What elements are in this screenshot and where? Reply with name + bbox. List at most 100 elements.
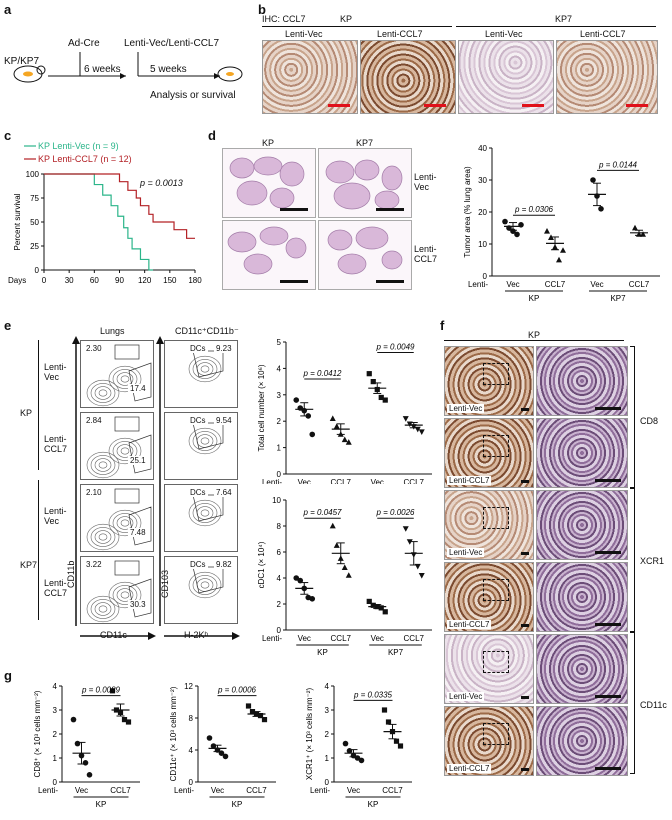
y-tick-label: 100 (26, 170, 40, 179)
y-tick-label: 20 (478, 208, 487, 217)
d-col2: KP7 (356, 138, 374, 148)
arrowhead (156, 336, 164, 344)
contour (188, 499, 222, 527)
y-tick-label: 25 (30, 242, 39, 251)
scale-bar (521, 480, 529, 483)
e-row-kp: KP (20, 408, 33, 418)
ihc-zoom-image (536, 346, 628, 416)
data-point (341, 564, 348, 570)
scale-bar (521, 408, 529, 411)
contour (108, 365, 142, 393)
zoom-region-box (483, 363, 509, 385)
contour (116, 516, 134, 530)
kp7-row-bracket (38, 480, 39, 620)
contour (200, 437, 210, 445)
y-tick-label: 2 (277, 417, 282, 426)
marker-bracket (630, 346, 635, 488)
data-point (366, 371, 372, 377)
contour (192, 503, 218, 523)
scale-bar (280, 280, 308, 283)
ihc-zoom-image (536, 490, 628, 560)
gate-percent-lower: 25.1 (128, 456, 148, 465)
contour-drawing (188, 422, 224, 455)
ihc-label: IHC: CCL7 (262, 14, 306, 24)
contour (200, 581, 210, 589)
y-tick-label: 8 (277, 522, 282, 531)
y-axis-label: cDC1 (× 10⁴) (257, 541, 266, 588)
data-point (109, 688, 116, 694)
contour-drawing (188, 350, 224, 383)
group-label: KP7 (388, 648, 404, 657)
flow-row-label: Lenti- Vec (44, 362, 67, 382)
ihc-condition-label: Lenti-CCL7 (447, 764, 492, 773)
data-point (378, 605, 384, 611)
panel-label-d: d (208, 128, 216, 143)
contour (98, 533, 108, 541)
x-tick-label: CCL7 (382, 786, 403, 795)
p-value-label: p = 0.0144 (598, 160, 638, 169)
ihc-zoom-image (536, 634, 628, 704)
x-tick-label: CCL7 (331, 478, 352, 484)
d-row1: Lenti- Vec (414, 172, 437, 192)
contour (90, 455, 116, 475)
contour (94, 602, 112, 616)
contour (200, 365, 210, 373)
y-tick-label: 75 (30, 194, 39, 203)
scale-bar (522, 104, 544, 107)
e-col1: Lungs (100, 326, 125, 336)
contour (120, 375, 130, 383)
contour (86, 595, 120, 623)
p-value-label: p = 0.0089 (81, 686, 121, 695)
data-point (293, 397, 300, 403)
outcome-text: Analysis or survival (150, 90, 236, 101)
y-tick-label: 2 (277, 600, 282, 609)
gate-percent-dcs: 7.64 (214, 488, 234, 497)
gate-percent-lower: 7.48 (128, 528, 148, 537)
ihc-condition-label: Lenti-Vec (447, 404, 485, 413)
panel-label-c: c (4, 128, 12, 143)
y-axis-label: XCR1⁺ (× 10³ cells mm⁻²) (305, 688, 314, 781)
contour (196, 578, 214, 592)
p-value-label: p = 0.0412 (302, 369, 342, 378)
contour (116, 372, 134, 386)
kp7-bracket (456, 26, 656, 27)
step-lenti: Lenti-Vec/Lenti-CCL7 (124, 38, 220, 49)
p-value-label: p = 0.0049 (375, 343, 415, 352)
marker-cd8: CD8 (640, 416, 659, 426)
ihc-condition-label: Lenti-Vec (447, 692, 485, 701)
x-tick-label: 150 (163, 276, 177, 285)
arrowhead (148, 632, 156, 640)
marker-xcr1: XCR1 (640, 556, 665, 566)
mouse-icon-2 (217, 66, 243, 82)
contour (108, 581, 142, 609)
ihc-image-kp7-vec (458, 40, 554, 114)
data-point (222, 753, 229, 760)
zoom-region-box (483, 579, 509, 601)
y-tick-label: 2 (53, 730, 58, 739)
e-col2: CD11c⁺CD11b⁻ (175, 326, 239, 336)
panel-label-b: b (258, 2, 266, 17)
y-tick-label: 4 (189, 746, 194, 755)
kp-row-bracket (38, 340, 39, 470)
axis-cd11b: CD11b (66, 560, 76, 588)
contour (188, 427, 222, 455)
d-row2: Lenti- CCL7 (414, 244, 438, 264)
x-tick-label: 90 (115, 276, 124, 285)
data-point (257, 713, 264, 719)
group-label: KP (368, 800, 379, 809)
contour-drawing (86, 560, 152, 623)
contour (98, 461, 108, 469)
y-tick-label: 1 (277, 444, 282, 453)
data-point (366, 598, 372, 604)
contour (116, 588, 134, 602)
gate (114, 416, 140, 432)
data-point (544, 228, 550, 234)
data-point (640, 231, 646, 237)
data-point (632, 224, 638, 231)
panel-label-a: a (4, 2, 12, 17)
contour (86, 523, 120, 551)
contour-drawing (86, 488, 152, 551)
y-tick-label: 0 (483, 272, 488, 281)
gate (114, 560, 140, 576)
x-tick-label: Vec (590, 280, 603, 289)
